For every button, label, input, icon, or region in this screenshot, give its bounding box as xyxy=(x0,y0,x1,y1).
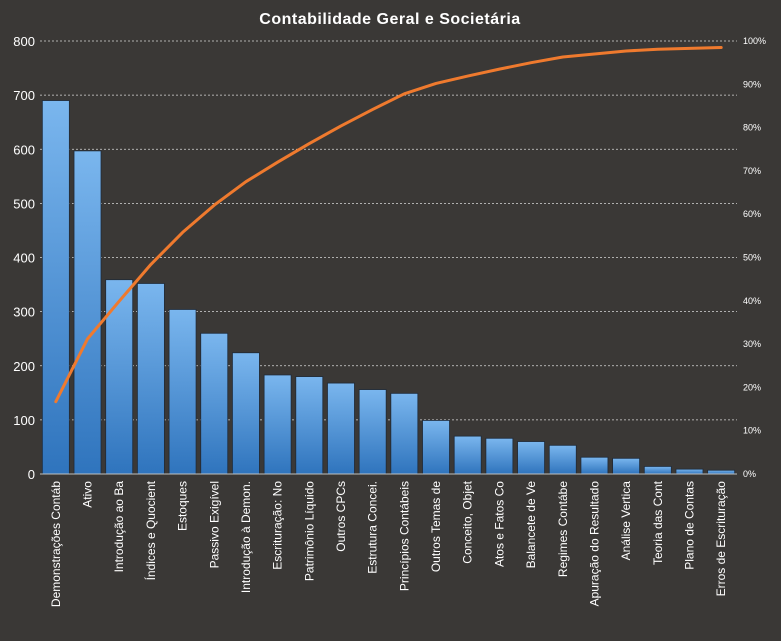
bar xyxy=(73,150,102,475)
right-tick-label: 60% xyxy=(743,209,761,219)
bar xyxy=(168,309,197,475)
left-tick-label: 500 xyxy=(13,196,35,211)
category-label: Demonstrações Contáb xyxy=(49,481,63,607)
category-label: Introdução ao Ba xyxy=(112,481,126,573)
bar xyxy=(263,374,292,475)
bar xyxy=(200,332,229,475)
category-label: Introdução à Demon. xyxy=(239,481,253,593)
left-tick-label: 800 xyxy=(13,34,35,49)
right-tick-label: 40% xyxy=(743,296,761,306)
category-label: Outros Temas de xyxy=(429,481,443,572)
category-label: Ativo xyxy=(81,481,95,508)
bar xyxy=(41,100,70,475)
bar xyxy=(232,352,260,475)
category-label: Estrutura Concei. xyxy=(366,481,380,574)
bar xyxy=(580,456,609,475)
category-label: Plano de Contas xyxy=(682,481,696,570)
bar xyxy=(105,279,134,475)
bar xyxy=(517,441,545,475)
right-tick-label: 90% xyxy=(743,79,761,89)
right-tick-label: 80% xyxy=(743,123,761,133)
category-label: Escrituração: No xyxy=(271,481,285,570)
category-label: Passivo Exigível xyxy=(207,481,221,568)
category-label: Balancete de Ve xyxy=(524,481,538,569)
bar xyxy=(485,437,514,475)
right-tick-label: 30% xyxy=(743,339,761,349)
bar xyxy=(295,376,324,475)
bar xyxy=(707,469,736,475)
category-label: Erros de Escrituração xyxy=(714,481,728,597)
right-axis-ticks: 0% 10% 20% 30% 40% 50% 60% 70% 80% 90% 100% xyxy=(743,36,766,479)
category-label: Apuração do Resultado xyxy=(587,481,601,607)
right-tick-label: 100% xyxy=(743,36,766,46)
bar-series xyxy=(41,100,736,475)
cumulative-line xyxy=(54,46,723,404)
bar xyxy=(358,389,387,475)
category-label: Estoques xyxy=(176,481,190,531)
left-tick-label: 600 xyxy=(13,142,35,157)
bar xyxy=(675,468,704,475)
bar xyxy=(453,435,482,475)
right-tick-label: 10% xyxy=(743,426,761,436)
category-label: Teoria das Cont xyxy=(651,480,665,565)
left-tick-label: 300 xyxy=(13,305,35,320)
category-label: Outros CPCs xyxy=(334,481,348,552)
bar xyxy=(390,392,419,475)
right-tick-label: 0% xyxy=(743,469,756,479)
category-label: Análise Vertica xyxy=(619,481,633,561)
cumulative-line-series xyxy=(54,46,723,404)
category-label: Atos e Fatos Co xyxy=(492,481,506,567)
bar xyxy=(136,283,165,475)
category-label: Patrimônio Líquido xyxy=(302,481,316,581)
category-labels: Demonstrações Contáb Ativo Introdução ao B… xyxy=(49,480,728,607)
right-tick-label: 70% xyxy=(743,166,761,176)
left-tick-label: 200 xyxy=(13,359,35,374)
left-tick-label: 700 xyxy=(13,88,35,103)
bar xyxy=(548,444,577,475)
chart-title: Contabilidade Geral e Societária xyxy=(259,11,520,28)
bar xyxy=(643,466,672,475)
right-tick-label: 20% xyxy=(743,382,761,392)
category-label: Conceito, Objet xyxy=(461,480,475,563)
category-label: Princípios Contábeis xyxy=(397,481,411,591)
category-label: Regimes Contábe xyxy=(556,481,570,577)
left-tick-label: 100 xyxy=(13,413,35,428)
bar xyxy=(327,382,355,475)
left-tick-label: 400 xyxy=(13,251,35,266)
left-axis-ticks: 0 100 200 300 400 500 600 700 800 xyxy=(13,34,35,482)
bar xyxy=(422,420,450,475)
category-label: Índices e Quocient xyxy=(143,480,158,580)
bar xyxy=(612,457,641,475)
right-tick-label: 50% xyxy=(743,253,761,263)
left-tick-label: 0 xyxy=(28,467,35,482)
